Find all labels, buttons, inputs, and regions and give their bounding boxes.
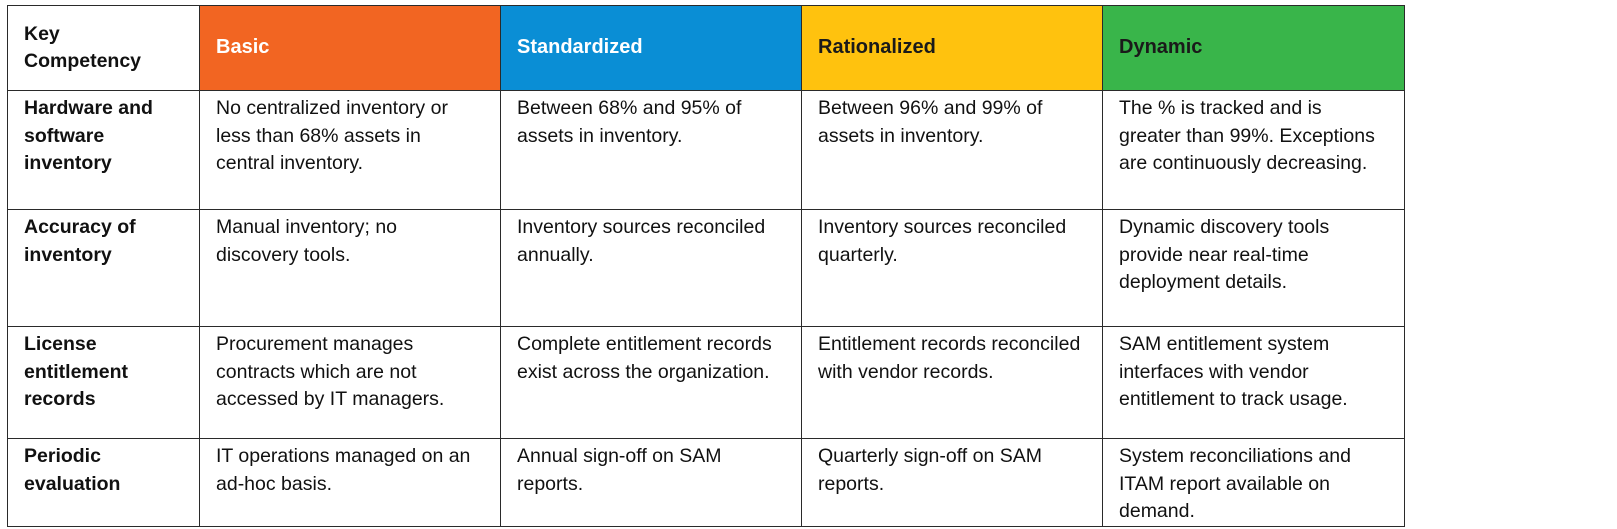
table-cell: Between 68% and 95% of assets in invento… — [500, 90, 802, 210]
table-cell: Annual sign-off on SAM reports. — [500, 438, 802, 527]
table-cell: Inventory sources reconciled annually. — [500, 209, 802, 327]
header-level-dynamic: Dynamic — [1102, 5, 1405, 91]
header-level-basic: Basic — [199, 5, 501, 91]
table-cell: System reconciliations and ITAM report a… — [1102, 438, 1405, 527]
table-row: License entitlement records Procurement … — [7, 326, 1405, 439]
table-cell: SAM entitlement system interfaces with v… — [1102, 326, 1405, 439]
table-cell: No centralized inventory or less than 68… — [199, 90, 501, 210]
table-cell: Inventory sources reconciled quarterly. — [801, 209, 1103, 327]
header-key-competency: Key Competency — [7, 5, 200, 91]
competency-maturity-table: Key Competency Basic Standardized Ration… — [7, 5, 1405, 527]
table-row: Hardware and software inventory No centr… — [7, 90, 1405, 210]
row-heading: Periodic evaluation — [7, 438, 200, 527]
maturity-table-container: Key Competency Basic Standardized Ration… — [7, 5, 1405, 527]
header-row: Key Competency Basic Standardized Ration… — [7, 5, 1405, 91]
header-level-standardized: Standardized — [500, 5, 802, 91]
header-level-rationalized: Rationalized — [801, 5, 1103, 91]
table-cell: Manual inventory; no discovery tools. — [199, 209, 501, 327]
table-cell: The % is tracked and is greater than 99%… — [1102, 90, 1405, 210]
table-row: Periodic evaluation IT operations manage… — [7, 438, 1405, 527]
table-cell: Quarterly sign-off on SAM reports. — [801, 438, 1103, 527]
table-row: Accuracy of inventory Manual inventory; … — [7, 209, 1405, 327]
table-cell: Entitlement records reconciled with vend… — [801, 326, 1103, 439]
row-heading: License entitlement records — [7, 326, 200, 439]
table-cell: Procurement manages contracts which are … — [199, 326, 501, 439]
table-cell: IT operations managed on an ad-hoc basis… — [199, 438, 501, 527]
table-cell: Between 96% and 99% of assets in invento… — [801, 90, 1103, 210]
row-heading: Accuracy of inventory — [7, 209, 200, 327]
row-heading: Hardware and software inventory — [7, 90, 200, 210]
table-cell: Complete entitlement records exist acros… — [500, 326, 802, 439]
table-cell: Dynamic discovery tools provide near rea… — [1102, 209, 1405, 327]
